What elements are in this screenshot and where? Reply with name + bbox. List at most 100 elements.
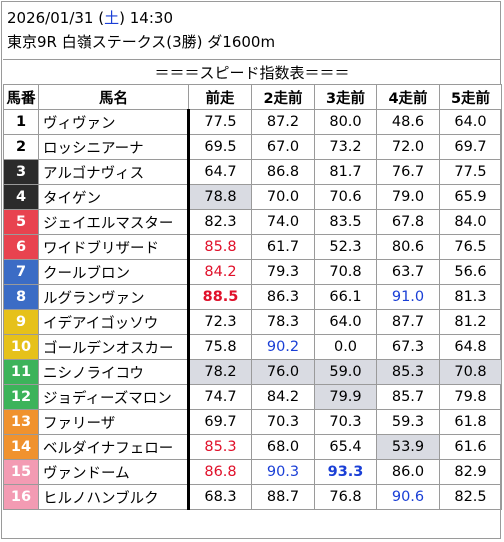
col-header-race4: 4走前 <box>376 84 440 110</box>
table-row: 5 ジェイエルマスター 82.3 74.0 83.5 67.8 84.0 <box>3 209 502 235</box>
horse-name: ワイドブリザード <box>38 234 190 260</box>
speed-index-race4: 72.0 <box>376 134 440 160</box>
race-title: 東京9R 白嶺ステークス(3勝) ダ1600m <box>7 33 276 51</box>
speed-index-race2: 87.2 <box>251 109 315 135</box>
speed-index-race4: 91.0 <box>376 284 440 310</box>
speed-index-race5: 82.9 <box>439 459 502 485</box>
speed-index-race2: 90.2 <box>251 334 315 360</box>
table-row: 9 イデアイゴッソウ 72.3 78.3 64.0 87.7 81.2 <box>3 309 502 335</box>
horse-number: 4 <box>3 184 39 210</box>
horse-number: 2 <box>3 134 39 160</box>
horse-name: ニシノライコウ <box>38 359 190 385</box>
col-header-race2: 2走前 <box>251 84 315 110</box>
horse-name: ヒルノハンブルク <box>38 484 190 510</box>
speed-index-race4: 67.3 <box>376 334 440 360</box>
speed-index-table: 馬番 馬名 前走 2走前 3走前 4走前 5走前 1 ヴィヴァン 77.5 87.2 8… <box>3 84 502 510</box>
speed-index-race5: 84.0 <box>439 209 502 235</box>
race-date: 2026/01/31 <box>7 9 94 27</box>
horse-name: アルゴナヴィス <box>38 159 190 185</box>
table-row: 1 ヴィヴァン 77.5 87.2 80.0 48.6 64.0 <box>3 109 502 135</box>
horse-number: 12 <box>3 384 39 410</box>
speed-index-race1: 68.3 <box>188 484 252 510</box>
speed-index-race5: 61.8 <box>439 409 502 435</box>
horse-number: 10 <box>3 334 39 360</box>
col-header-number: 馬番 <box>3 84 39 110</box>
speed-index-race3: 93.3 <box>314 459 377 485</box>
speed-index-race5: 56.6 <box>439 259 502 285</box>
race-time: 14:30 <box>129 9 173 27</box>
speed-index-race1: 78.8 <box>188 184 252 210</box>
horse-number: 11 <box>3 359 39 385</box>
speed-index-race5: 81.3 <box>439 284 502 310</box>
horse-number: 14 <box>3 434 39 460</box>
table-row: 16 ヒルノハンブルク 68.3 88.7 76.8 90.6 82.5 <box>3 484 502 510</box>
speed-index-race5: 61.6 <box>439 434 502 460</box>
horse-number: 6 <box>3 234 39 260</box>
horse-number: 3 <box>3 159 39 185</box>
speed-index-race2: 90.3 <box>251 459 315 485</box>
table-row: 2 ロッシニアーナ 69.5 67.0 73.2 72.0 69.7 <box>3 134 502 160</box>
speed-index-race4: 76.7 <box>376 159 440 185</box>
speed-index-race5: 69.7 <box>439 134 502 160</box>
speed-index-race3: 79.9 <box>314 384 377 410</box>
speed-index-race2: 61.7 <box>251 234 315 260</box>
speed-index-race4: 67.8 <box>376 209 440 235</box>
speed-index-race3: 81.7 <box>314 159 377 185</box>
speed-index-race4: 48.6 <box>376 109 440 135</box>
speed-index-race2: 74.0 <box>251 209 315 235</box>
speed-index-race4: 63.7 <box>376 259 440 285</box>
speed-index-race1: 82.3 <box>188 209 252 235</box>
speed-index-race1: 86.8 <box>188 459 252 485</box>
speed-index-race1: 77.5 <box>188 109 252 135</box>
speed-index-race3: 80.0 <box>314 109 377 135</box>
horse-name: タイゲン <box>38 184 190 210</box>
horse-name: ヴィヴァン <box>38 109 190 135</box>
table-row: 4 タイゲン 78.8 70.0 70.6 79.0 65.9 <box>3 184 502 210</box>
speed-index-race2: 88.7 <box>251 484 315 510</box>
speed-index-race4: 80.6 <box>376 234 440 260</box>
speed-index-race4: 79.0 <box>376 184 440 210</box>
horse-name: ジョディーズマロン <box>38 384 190 410</box>
table-row: 8 ルグランヴァン 88.5 86.3 66.1 91.0 81.3 <box>3 284 502 310</box>
speed-index-race2: 84.2 <box>251 384 315 410</box>
horse-name: ファリーザ <box>38 409 190 435</box>
speed-index-race3: 70.6 <box>314 184 377 210</box>
speed-index-race4: 85.7 <box>376 384 440 410</box>
horse-number: 7 <box>3 259 39 285</box>
speed-index-race2: 70.0 <box>251 184 315 210</box>
speed-index-race4: 53.9 <box>376 434 440 460</box>
speed-index-race3: 52.3 <box>314 234 377 260</box>
speed-index-race4: 59.3 <box>376 409 440 435</box>
speed-index-race3: 70.8 <box>314 259 377 285</box>
speed-index-race1: 85.8 <box>188 234 252 260</box>
table-row: 15 ヴァンドーム 86.8 90.3 93.3 86.0 82.9 <box>3 459 502 485</box>
speed-index-race1: 69.5 <box>188 134 252 160</box>
table-row: 11 ニシノライコウ 78.2 76.0 59.0 85.3 70.8 <box>3 359 502 385</box>
speed-index-race5: 76.5 <box>439 234 502 260</box>
speed-index-race3: 64.0 <box>314 309 377 335</box>
speed-index-race3: 76.8 <box>314 484 377 510</box>
speed-index-race2: 68.0 <box>251 434 315 460</box>
table-row: 3 アルゴナヴィス 64.7 86.8 81.7 76.7 77.5 <box>3 159 502 185</box>
horse-name: ゴールデンオスカー <box>38 334 190 360</box>
speed-index-race1: 64.7 <box>188 159 252 185</box>
col-header-race5: 5走前 <box>439 84 502 110</box>
col-header-name: 馬名 <box>38 84 189 110</box>
speed-index-race5: 81.2 <box>439 309 502 335</box>
speed-index-race3: 70.3 <box>314 409 377 435</box>
speed-index-race2: 70.3 <box>251 409 315 435</box>
speed-index-race3: 83.5 <box>314 209 377 235</box>
horse-number: 8 <box>3 284 39 310</box>
speed-index-race1: 78.2 <box>188 359 252 385</box>
horse-name: ロッシニアーナ <box>38 134 190 160</box>
day-of-week: (土) <box>98 9 125 27</box>
speed-index-race2: 67.0 <box>251 134 315 160</box>
speed-index-race2: 76.0 <box>251 359 315 385</box>
horse-name: クールブロン <box>38 259 190 285</box>
horse-name: ヴァンドーム <box>38 459 190 485</box>
table-row: 6 ワイドブリザード 85.8 61.7 52.3 80.6 76.5 <box>3 234 502 260</box>
speed-index-race1: 75.8 <box>188 334 252 360</box>
race-datetime: 2026/01/31 (土) 14:30 <box>7 9 173 27</box>
horse-number: 16 <box>3 484 39 510</box>
speed-index-race2: 86.3 <box>251 284 315 310</box>
